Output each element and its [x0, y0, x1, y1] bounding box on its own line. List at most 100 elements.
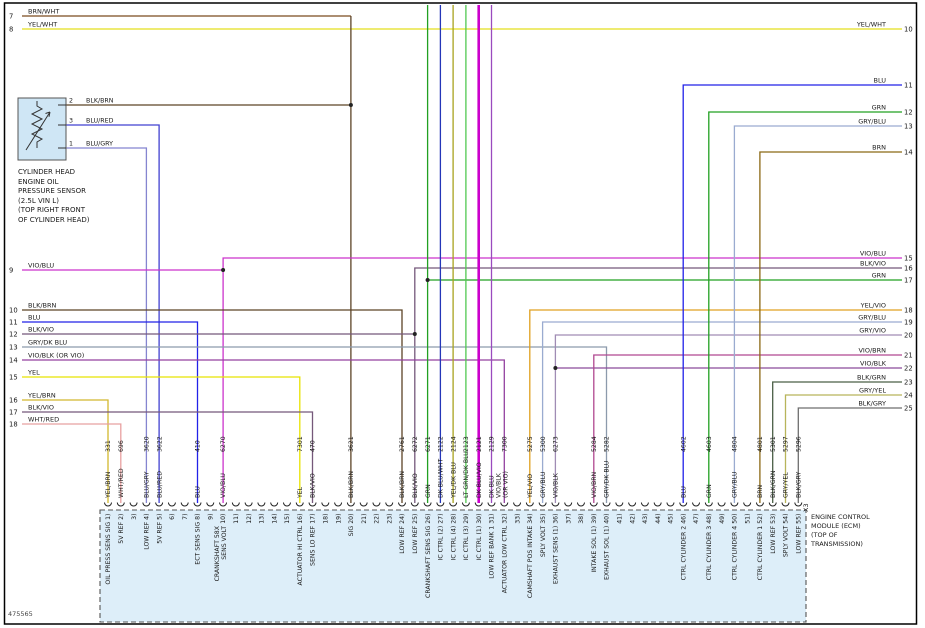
ecm-pin-wire-number: 2121	[476, 436, 483, 452]
ecm-pin-wire-color: BLK/GRY	[795, 471, 802, 498]
ecm-pin-terminal	[244, 502, 253, 507]
ecm-pin-wire-number: 5297	[783, 436, 790, 452]
wire-7301-yel	[22, 376, 301, 503]
ecm-pin-terminal	[372, 502, 381, 507]
edge-wire-label: GRY/YEL	[859, 387, 886, 395]
junction-dot	[553, 366, 558, 370]
ecm-label-line: MODULE (ECM)	[811, 522, 861, 530]
edge-wire-number: 15	[904, 255, 913, 263]
ecm-pin-number: 37)	[565, 514, 572, 524]
ecm-pin-signal: ACTUATOR LOW CTRL 32)	[501, 514, 508, 594]
edge-wire-number: 14	[9, 357, 18, 365]
ecm-pin-signal: CRANKSHAFT SENS SIG 26)	[425, 514, 432, 598]
ecm-pin-wire-color: DK BLU/VIO	[476, 462, 483, 498]
wire-3620-blu-gry	[66, 147, 148, 503]
ecm-pin-wire-number: 5301	[770, 436, 777, 452]
ecm-pin-wire-color: VIO/BRN	[591, 471, 598, 498]
ecm-pin-number: 22)	[374, 514, 381, 524]
ecm-pin-wire-color: BLK/BRN	[348, 471, 355, 498]
edge-wire-number: 18	[904, 307, 913, 315]
ecm-pin-terminal	[666, 502, 675, 507]
ecm-pin-terminal	[474, 502, 483, 507]
edge-wire-number: 7	[9, 13, 13, 21]
ecm-pin-wire-color: YEL/BRN	[105, 471, 112, 499]
ecm-pin-terminal	[219, 502, 228, 507]
page-border	[3, 2, 918, 625]
ecm-pin-signal: LOW REF 55)	[795, 514, 802, 554]
edge-wire-number: 24	[904, 392, 913, 400]
edge-wire-label: GRY/BLU	[858, 118, 886, 126]
ecm-pin-signal: IC CTRL (4) 28)	[450, 514, 457, 561]
ecm-pin-wire-color: VIO/BLK	[553, 472, 560, 498]
ecm-pin-number: 11)	[233, 514, 240, 524]
ecm-pin-terminal	[781, 502, 790, 507]
ecm-pin-terminal	[743, 502, 752, 507]
ecm-pin-terminal	[525, 502, 534, 507]
edge-wire-number: 23	[904, 379, 913, 387]
edge-wire-label: VIO/BRN	[858, 347, 886, 355]
ecm-pin-signal: CTRL CYLINDER 4 50)	[732, 514, 739, 581]
sensor-label-line: (TOP RIGHT FRONT	[18, 206, 85, 214]
variable-arrow-icon	[25, 111, 51, 151]
ecm-pin-terminal	[257, 502, 266, 507]
ecm-pin-terminal	[398, 502, 407, 507]
ecm-pin-terminal	[410, 502, 419, 507]
edge-wire-number: 21	[904, 352, 913, 360]
sensor-label-line: CYLINDER HEAD	[18, 168, 76, 176]
edge-wire-label: VIO/BLU	[28, 262, 54, 270]
ecm-pin-signal: IC CTRL (1) 30)	[476, 514, 483, 561]
ecm-pin-number: 14)	[271, 514, 278, 524]
wire-5284-vio-brn	[593, 354, 902, 503]
junction-dot	[221, 268, 226, 272]
edge-wire-label: BLK/VIO	[28, 404, 54, 412]
ecm-pin-number: 44)	[655, 514, 662, 524]
ecm-pin-signal: IC CTRL (2) 27)	[438, 514, 445, 561]
ecm-pin-wire-number: 3620	[144, 436, 151, 452]
ecm-pin-wire-color: BLU/GRY	[144, 471, 151, 498]
edge-wire-label: BLK/VIO	[28, 326, 54, 334]
edge-wire-label: BLK/BRN	[28, 302, 57, 310]
ecm-pin-wire-number: 6271	[425, 436, 432, 452]
ecm-pin-terminal	[321, 502, 330, 507]
ecm-pin-wire-number: 2129	[489, 436, 496, 452]
ecm-pin-number: 47)	[693, 514, 700, 524]
edge-wire-number: 18	[9, 421, 18, 429]
ecm-pin-terminal	[768, 502, 777, 507]
ecm-pin-wire-color: GRY/BLU	[732, 472, 739, 498]
ecm-pin-wire-number: 470	[310, 440, 317, 452]
edge-wire-number: 17	[904, 277, 913, 285]
ecm-connector-id: X3	[802, 503, 810, 512]
edge-wire-number: 13	[9, 344, 18, 352]
ecm-pin-signal: LOW REF 53)	[770, 514, 777, 554]
ecm-pin-wire-number: 696	[118, 440, 125, 452]
ecm-pin-signal: LOW REF 24)	[399, 514, 406, 554]
ecm-pin-wire-color: GRY/DK BLU	[604, 461, 611, 498]
edge-wire-number: 14	[904, 149, 913, 157]
ecm-pin-terminal	[270, 502, 279, 507]
ecm-pin-terminal	[346, 502, 355, 507]
ecm-pin-terminal	[653, 502, 662, 507]
ecm-pin-signal: CTRL CYLINDER 2 46)	[680, 514, 687, 581]
ecm-pin-terminal	[513, 502, 522, 507]
sensor-label-line: PRESSURE SENSOR	[18, 187, 86, 195]
edge-wire-number: 16	[904, 265, 913, 273]
sensor-label-line: ENGINE OIL	[18, 177, 59, 186]
ecm-pin-wire-number: 331	[105, 440, 112, 452]
edge-wire-number: 10	[904, 26, 913, 34]
ecm-pin-wire-color: BLU	[195, 486, 202, 498]
ecm-pin-wire-number: 4603	[706, 436, 713, 452]
ecm-pin-wire-number: 2122	[438, 436, 445, 452]
ecm-pin-signal: CTRL CYLINDER 1 52)	[757, 514, 764, 581]
edge-wire-label: BRN/WHT	[28, 8, 59, 16]
edge-wire-number: 12	[9, 331, 18, 339]
figure-number: 475565	[8, 610, 33, 618]
ecm-box	[99, 509, 807, 623]
wire-410-blu	[22, 321, 199, 503]
edge-wire-number: 9	[9, 267, 13, 275]
ecm-pin-wire-color: GRN	[425, 484, 432, 498]
ecm-pin-terminal	[231, 502, 240, 507]
ecm-pin-terminal	[167, 502, 176, 507]
ecm-pin-wire-number: 2124	[450, 436, 457, 452]
wire-470-blk-vio	[22, 411, 314, 503]
